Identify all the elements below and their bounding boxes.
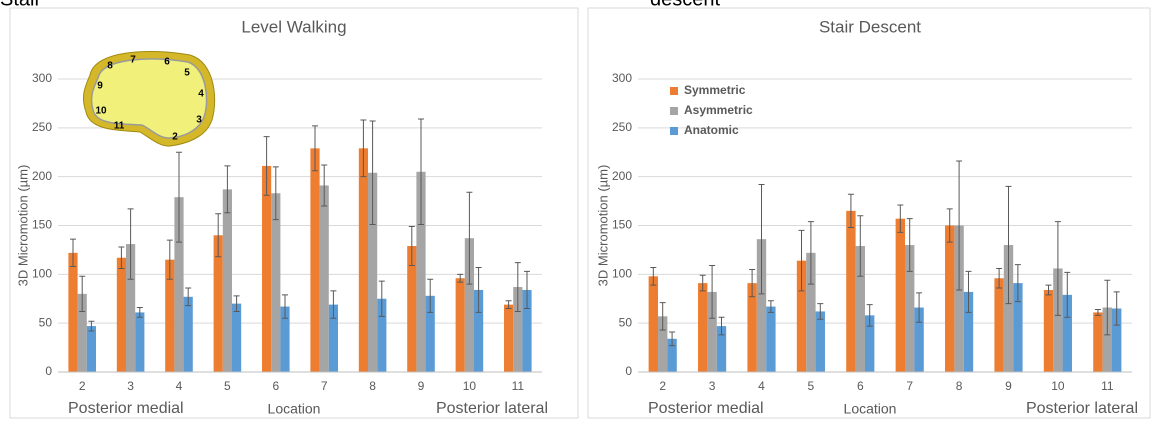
- bar: [117, 258, 126, 372]
- x-tick-label: 6: [857, 379, 864, 393]
- chart-title: Level Walking: [241, 17, 346, 36]
- x-tick-label: 2: [79, 379, 86, 393]
- bar: [504, 305, 513, 372]
- x-tick-label: 7: [321, 379, 328, 393]
- x-tick-label: 10: [1051, 379, 1065, 393]
- bar: [262, 166, 271, 372]
- x-tick-label: 11: [512, 379, 525, 393]
- x-tick-label: 3: [709, 379, 716, 393]
- legend-label: Asymmetric: [684, 103, 753, 117]
- figure: StairdescentLevel Walking050100150200250…: [0, 0, 1158, 426]
- x-tick-label: 8: [956, 379, 963, 393]
- annotation: Posterior medial: [648, 400, 764, 417]
- y-tick-label: 200: [32, 169, 52, 183]
- inset-label: 3: [196, 115, 202, 126]
- inset-label: 4: [198, 89, 204, 100]
- legend-swatch: [670, 107, 678, 115]
- legend-label: Symmetric: [684, 83, 746, 97]
- y-axis-label: 3D Micromotion (µm): [15, 165, 30, 287]
- x-tick-label: 9: [1005, 379, 1012, 393]
- inset-label: 7: [130, 55, 136, 66]
- y-tick-label: 100: [612, 267, 632, 281]
- annotation: Posterior lateral: [1026, 400, 1138, 417]
- bar: [232, 304, 241, 372]
- bar: [310, 148, 319, 372]
- x-tick-label: 7: [906, 379, 913, 393]
- x-tick-label: 6: [272, 379, 279, 393]
- y-tick-label: 150: [612, 218, 632, 232]
- legend-label: Anatomic: [684, 123, 739, 137]
- bar: [896, 219, 905, 372]
- bar: [456, 278, 465, 372]
- x-tick-label: 9: [418, 379, 425, 393]
- annotation: Posterior lateral: [436, 400, 548, 417]
- bar: [846, 211, 855, 372]
- x-axis-label: Location: [844, 401, 897, 417]
- chart-title: Stair Descent: [819, 17, 921, 36]
- inset-label: 11: [114, 121, 125, 132]
- bar: [320, 185, 329, 372]
- y-tick-label: 250: [32, 120, 52, 134]
- x-axis-label: Location: [268, 401, 321, 417]
- y-tick-label: 150: [32, 218, 52, 232]
- inset-label: 5: [184, 68, 190, 79]
- y-tick-label: 300: [612, 71, 632, 85]
- bar: [1093, 312, 1102, 372]
- bar: [359, 148, 368, 372]
- bar: [766, 307, 775, 372]
- inset-label: 10: [95, 106, 107, 117]
- bar: [135, 312, 144, 372]
- legend-swatch: [670, 87, 678, 95]
- bar: [649, 276, 658, 372]
- annotation: Posterior medial: [68, 400, 184, 417]
- bar: [945, 226, 954, 373]
- x-tick-label: 4: [758, 379, 765, 393]
- bar: [698, 283, 707, 372]
- bar: [184, 297, 193, 372]
- x-tick-label: 5: [224, 379, 231, 393]
- x-tick-label: 4: [176, 379, 183, 393]
- x-tick-label: 8: [369, 379, 376, 393]
- legend-swatch: [670, 127, 678, 135]
- y-tick-label: 100: [32, 267, 52, 281]
- inset-label: 9: [97, 81, 103, 92]
- bar: [68, 253, 77, 372]
- bar: [816, 311, 825, 372]
- y-tick-label: 0: [625, 364, 632, 378]
- inset-label: 8: [107, 61, 113, 72]
- x-tick-label: 2: [659, 379, 666, 393]
- y-tick-label: 0: [45, 364, 52, 378]
- x-tick-label: 5: [808, 379, 815, 393]
- bar: [87, 326, 96, 372]
- x-tick-label: 10: [463, 379, 477, 393]
- y-axis-label: 3D Micromotion (µm): [595, 165, 610, 287]
- caption-fragment: descent: [650, 0, 720, 10]
- y-tick-label: 50: [619, 315, 633, 329]
- x-tick-label: 11: [1101, 379, 1114, 393]
- bar: [1044, 290, 1053, 372]
- x-tick-label: 3: [127, 379, 134, 393]
- bar: [994, 278, 1003, 372]
- caption-fragment: Stair: [0, 0, 41, 10]
- y-tick-label: 250: [612, 120, 632, 134]
- y-tick-label: 300: [32, 71, 52, 85]
- y-tick-label: 50: [39, 315, 53, 329]
- inset-label: 6: [164, 57, 170, 68]
- bar: [223, 189, 232, 372]
- y-tick-label: 200: [612, 169, 632, 183]
- inset-label: 2: [172, 132, 178, 143]
